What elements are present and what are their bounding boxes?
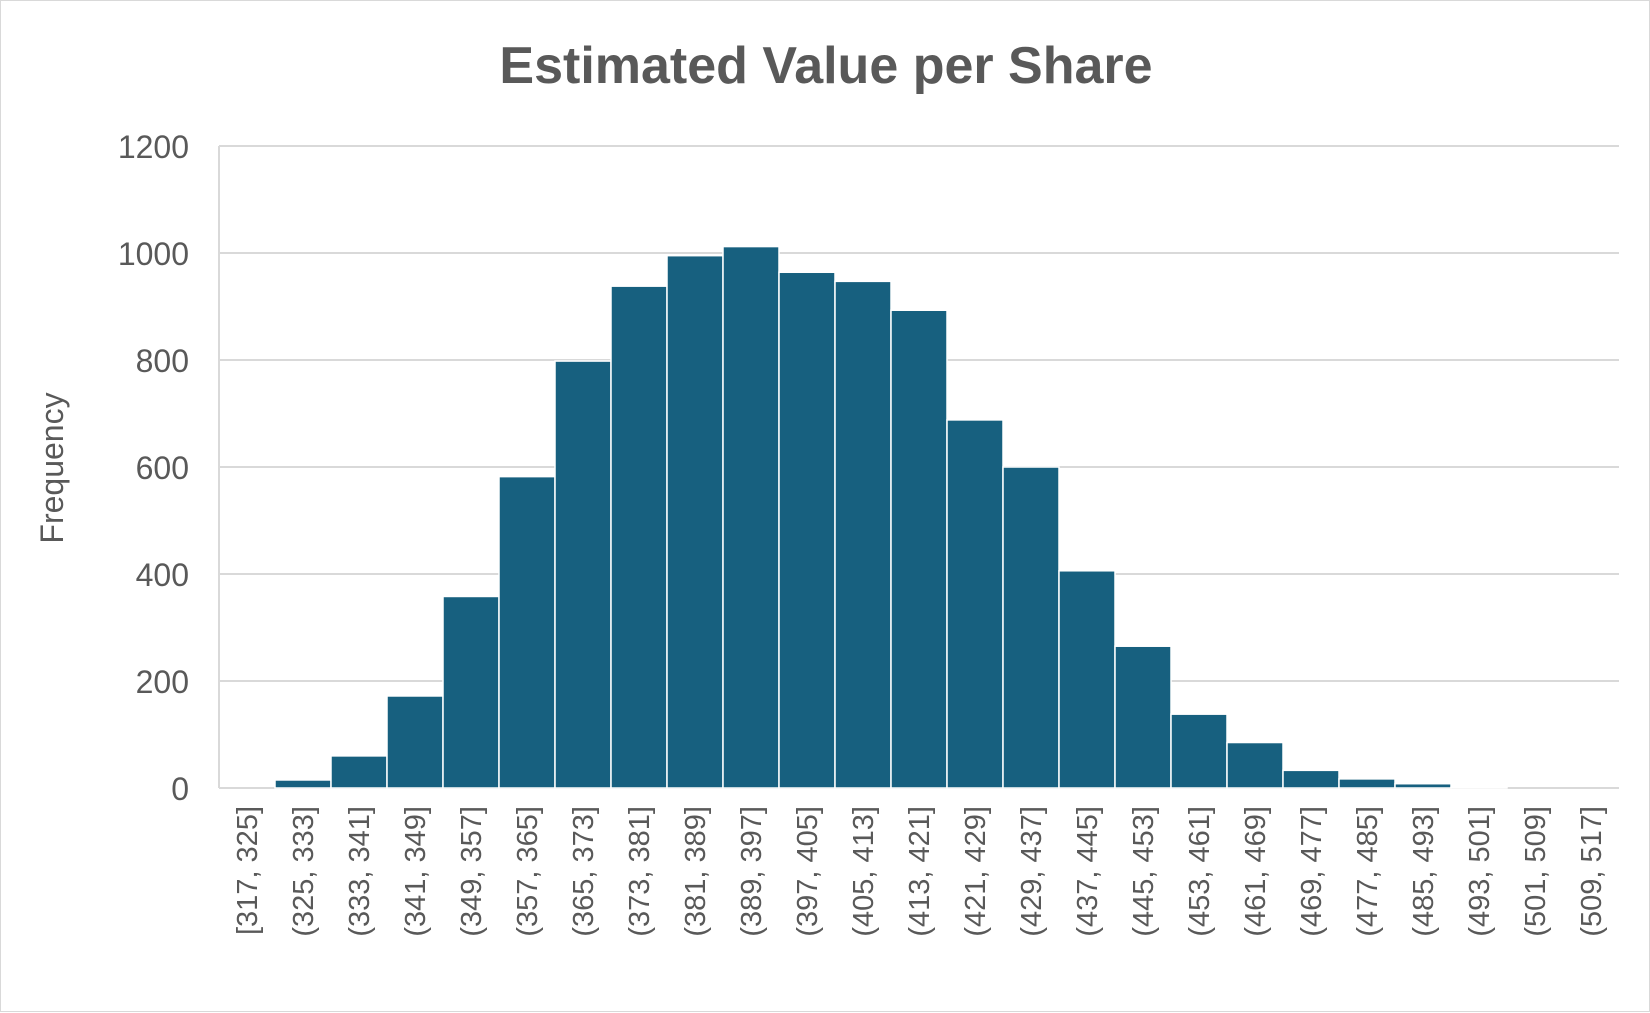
x-category-label: (389, 397] [736, 806, 768, 937]
x-category-label: (349, 357] [456, 806, 488, 937]
x-axis-categories: [317, 325] (325, 333] (333, 341] (341, 349]… [232, 806, 1608, 937]
bar [330, 755, 388, 789]
bar [666, 254, 724, 789]
x-category-label: [317, 325] [232, 806, 264, 935]
bar [1226, 741, 1284, 789]
y-axis-ticks: 0 200 400 600 800 1000 1200 [118, 129, 189, 807]
bars [274, 245, 1508, 789]
bar [1394, 782, 1452, 789]
x-category-label: (437, 445] [1072, 806, 1104, 937]
bar [1002, 466, 1060, 789]
bar [1450, 786, 1508, 789]
bar [554, 360, 612, 789]
bar [834, 280, 892, 789]
bar [610, 285, 668, 789]
bar [946, 419, 1004, 789]
y-tick-label: 0 [171, 771, 189, 807]
y-tick-label: 600 [136, 450, 189, 486]
x-category-label: (397, 405] [792, 806, 824, 937]
x-category-label: (365, 373] [568, 806, 600, 937]
x-category-label: (509, 517] [1576, 806, 1608, 937]
x-category-label: (461, 469] [1240, 806, 1272, 937]
x-category-label: (341, 349] [400, 806, 432, 937]
bar [1058, 570, 1116, 789]
bar [722, 245, 780, 789]
x-category-label: (333, 341] [344, 806, 376, 937]
bar [1114, 645, 1172, 789]
x-category-label: (405, 413] [848, 806, 880, 937]
bar [386, 695, 444, 789]
y-tick-label: 1000 [118, 236, 189, 272]
y-tick-label: 400 [136, 557, 189, 593]
x-category-label: (445, 453] [1128, 806, 1160, 937]
bar [1338, 778, 1396, 789]
bar [778, 271, 836, 789]
x-category-label: (469, 477] [1296, 806, 1328, 937]
bar [274, 779, 332, 789]
bar [1282, 769, 1340, 789]
bar [442, 595, 500, 789]
x-category-label: (381, 389] [680, 806, 712, 937]
x-category-label: (357, 365] [512, 806, 544, 937]
x-category-label: (325, 333] [288, 806, 320, 937]
y-tick-label: 1200 [118, 129, 189, 165]
x-category-label: (477, 485] [1352, 806, 1384, 937]
bar [890, 309, 948, 789]
x-category-label: (373, 381] [624, 806, 656, 937]
y-tick-label: 800 [136, 343, 189, 379]
x-category-label: (421, 429] [960, 806, 992, 937]
chart-title: Estimated Value per Share [499, 37, 1152, 95]
bar [498, 475, 556, 789]
x-category-label: (429, 437] [1016, 806, 1048, 937]
y-tick-label: 200 [136, 664, 189, 700]
x-category-label: (501, 509] [1520, 806, 1552, 937]
x-category-label: (413, 421] [904, 806, 936, 937]
y-axis-title: Frequency [34, 392, 70, 543]
bar [1170, 713, 1228, 789]
x-category-label: (493, 501] [1464, 806, 1496, 937]
x-category-label: (485, 493] [1408, 806, 1440, 937]
x-category-label: (453, 461] [1184, 806, 1216, 937]
